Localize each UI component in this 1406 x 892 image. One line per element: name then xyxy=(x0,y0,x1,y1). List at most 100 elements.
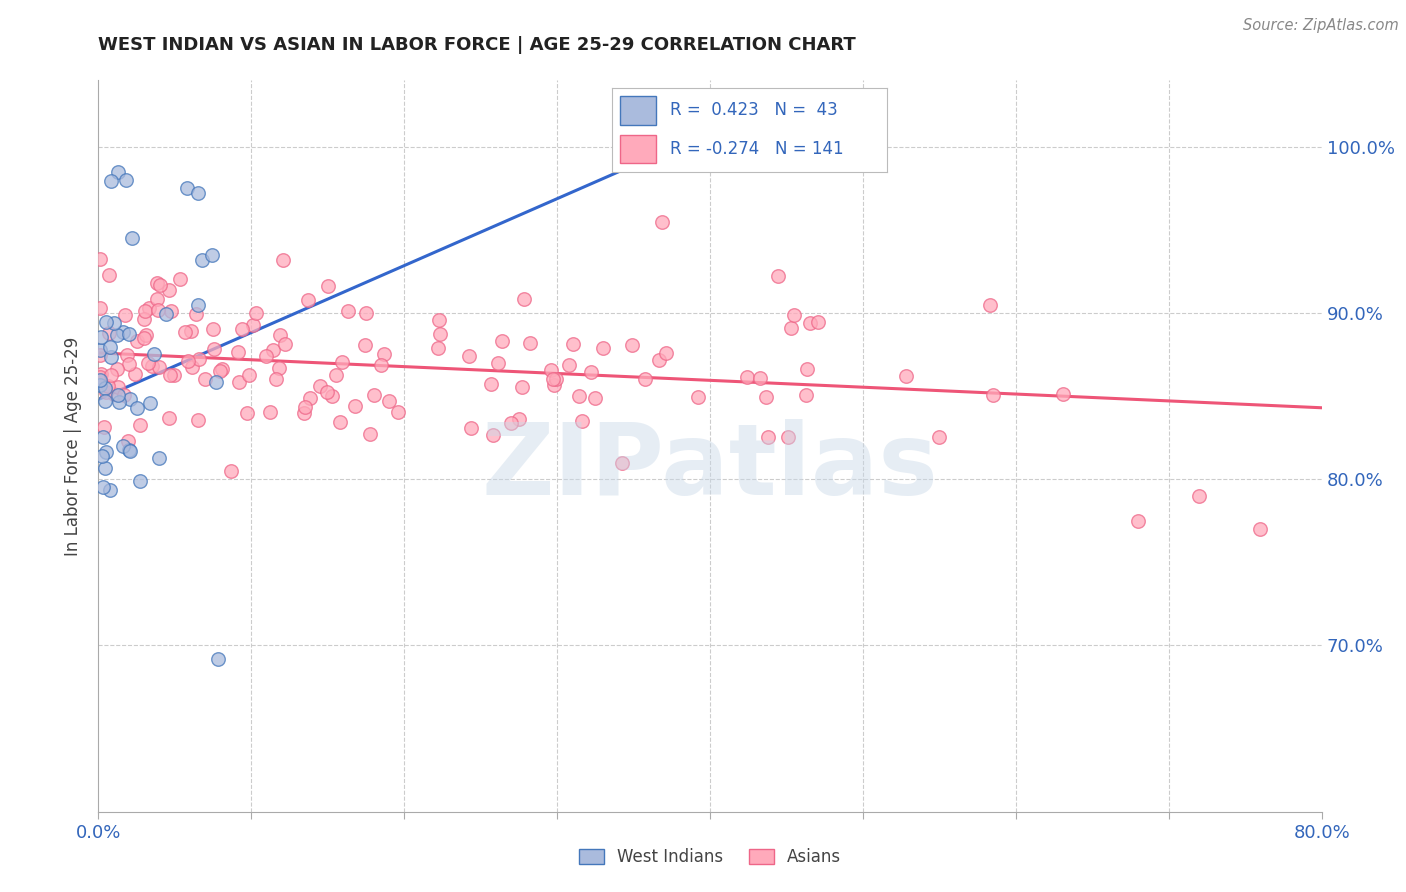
Point xyxy=(486,356,509,370)
Point xyxy=(138,301,160,315)
Point xyxy=(648,352,671,367)
Point xyxy=(89,368,111,382)
Text: R = -0.274   N = 141: R = -0.274 N = 141 xyxy=(671,140,844,158)
Point xyxy=(103,316,125,330)
Bar xyxy=(620,96,657,125)
Point xyxy=(429,326,451,341)
Point xyxy=(571,414,593,428)
Point xyxy=(91,480,114,494)
Text: WEST INDIAN VS ASIAN IN LABOR FORCE | AGE 25-29 CORRELATION CHART: WEST INDIAN VS ASIAN IN LABOR FORCE | AG… xyxy=(98,36,856,54)
Point xyxy=(748,371,770,385)
Point xyxy=(209,364,232,378)
Point xyxy=(205,375,228,389)
Point xyxy=(136,356,159,370)
Point xyxy=(93,429,115,443)
Point xyxy=(219,464,242,478)
Point xyxy=(274,337,297,351)
Point xyxy=(89,301,111,315)
Point xyxy=(651,214,673,228)
Point xyxy=(634,372,657,386)
Point xyxy=(799,316,821,330)
Point xyxy=(354,338,377,352)
Point xyxy=(354,306,377,320)
Point xyxy=(118,357,141,371)
Point xyxy=(558,358,581,372)
Text: Source: ZipAtlas.com: Source: ZipAtlas.com xyxy=(1243,18,1399,33)
Point xyxy=(568,389,591,403)
Point xyxy=(94,381,117,395)
Point xyxy=(1249,522,1271,536)
Point xyxy=(89,348,111,362)
Point xyxy=(309,378,332,392)
Point xyxy=(107,379,129,393)
Point xyxy=(543,377,565,392)
Point xyxy=(481,428,503,442)
Point xyxy=(90,330,112,344)
Point xyxy=(378,394,401,409)
Point xyxy=(100,351,122,365)
Point xyxy=(519,335,541,350)
Point xyxy=(127,334,149,348)
Point xyxy=(316,385,339,400)
Point xyxy=(89,373,111,387)
Point xyxy=(370,358,392,372)
Point xyxy=(159,368,181,382)
Point xyxy=(499,417,522,431)
Point xyxy=(89,369,111,384)
Point xyxy=(1052,386,1074,401)
Point xyxy=(621,338,644,352)
Point xyxy=(264,371,287,385)
Point xyxy=(427,313,450,327)
Point xyxy=(207,652,229,666)
Point xyxy=(108,394,131,409)
Point xyxy=(191,252,214,267)
Point xyxy=(344,400,367,414)
Point xyxy=(177,354,200,368)
Point xyxy=(1188,489,1211,503)
Point xyxy=(513,292,536,306)
Point xyxy=(202,342,225,356)
Point xyxy=(735,369,758,384)
Point xyxy=(176,181,198,195)
Point xyxy=(321,388,343,402)
Point xyxy=(127,401,149,415)
Point xyxy=(124,368,146,382)
Point xyxy=(610,456,633,470)
Point xyxy=(1128,514,1150,528)
Point xyxy=(98,326,121,340)
Point xyxy=(100,174,122,188)
Point xyxy=(508,411,530,425)
Point xyxy=(543,372,565,386)
Point xyxy=(780,321,803,335)
Point xyxy=(188,351,211,366)
Point xyxy=(157,283,180,297)
Point xyxy=(100,368,122,383)
Point xyxy=(107,388,129,402)
Point xyxy=(96,444,118,458)
Point xyxy=(267,360,290,375)
Point xyxy=(561,337,583,351)
Point xyxy=(89,252,111,266)
Point xyxy=(163,368,186,383)
Point xyxy=(427,341,450,355)
Point xyxy=(134,304,156,318)
Point xyxy=(143,347,166,361)
Point xyxy=(325,368,347,382)
Point xyxy=(592,342,614,356)
Point xyxy=(93,394,115,409)
Point xyxy=(180,325,202,339)
Point xyxy=(135,328,157,343)
Point xyxy=(111,439,134,453)
Point xyxy=(112,326,135,340)
Point xyxy=(155,307,177,321)
Point xyxy=(169,271,191,285)
Point xyxy=(226,344,249,359)
Point xyxy=(686,390,709,404)
Point xyxy=(460,421,482,435)
Point xyxy=(187,186,209,201)
Point xyxy=(269,327,291,342)
Point xyxy=(245,306,267,320)
Point xyxy=(491,334,513,349)
Point xyxy=(238,368,260,383)
Point xyxy=(157,410,180,425)
